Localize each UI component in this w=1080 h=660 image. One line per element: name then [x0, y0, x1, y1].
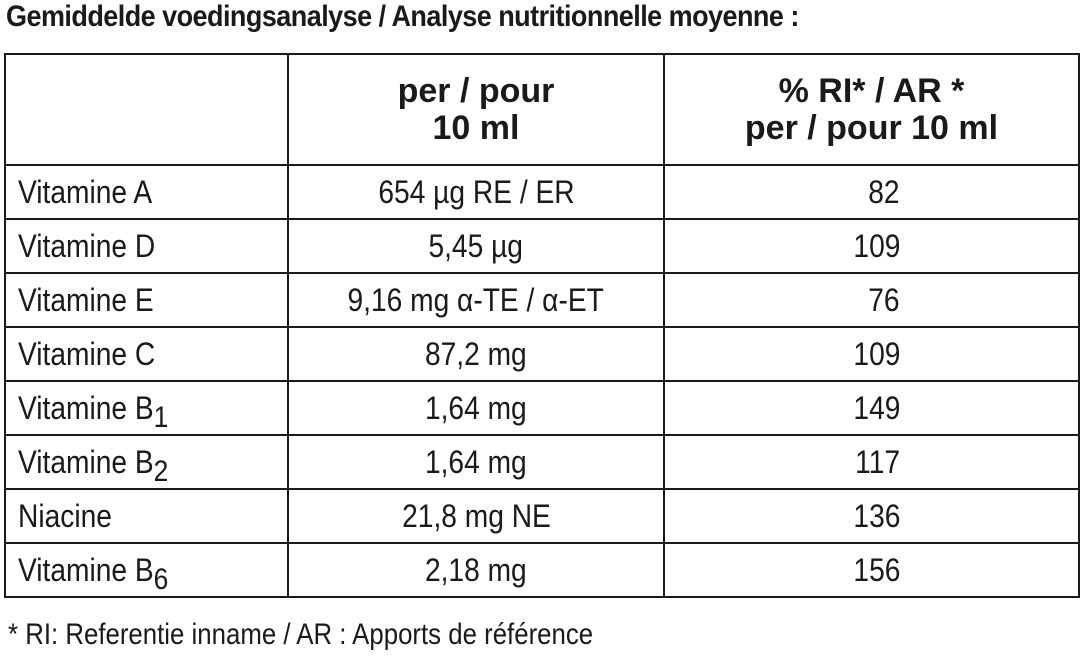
amount-value: 21,8 mg NE	[401, 497, 551, 534]
page-title: Gemiddelde voedingsanalyse / Analyse nut…	[6, 0, 799, 33]
nutrient-name: Vitamine B	[18, 443, 154, 480]
nutrient-name: Vitamine B	[18, 389, 154, 426]
nutrient-name-cell: Vitamine A	[4, 164, 289, 220]
nutrient-name: Vitamine E	[18, 281, 154, 318]
amount-value: 1,64 mg	[425, 389, 527, 426]
amount-value: 2,18 mg	[425, 551, 527, 588]
nutrition-table: per / pour 10 ml % RI* / AR * per / pour…	[4, 53, 1080, 598]
amount-cell: 1,64 mg	[287, 380, 665, 436]
nutrient-name-cell: Vitamine D	[4, 218, 289, 274]
amount-cell: 5,45 µg	[287, 218, 665, 274]
header-per-10ml-line2: 10 ml	[432, 108, 520, 147]
header-ri-line1: % RI* / AR *	[778, 71, 965, 110]
amount-cell: 87,2 mg	[287, 326, 665, 382]
ri-value: 149	[853, 389, 900, 426]
ri-cell: 156	[663, 542, 1080, 598]
ri-value: 136	[853, 497, 900, 534]
header-per-10ml-line1: per / pour	[397, 71, 555, 110]
ri-cell: 109	[663, 218, 1080, 274]
nutrient-name-cell: Niacine	[4, 488, 289, 544]
table-row: Vitamine C 87,2 mg 109	[4, 326, 1080, 382]
amount-cell: 2,18 mg	[287, 542, 665, 598]
ri-cell: 109	[663, 326, 1080, 382]
table-row: Vitamine B6 2,18 mg 156	[4, 542, 1080, 598]
ri-value: 117	[855, 443, 900, 480]
nutrient-subscript: 6	[153, 562, 169, 596]
nutrient-name-cell: Vitamine B1	[4, 380, 289, 436]
nutrient-name-cell: Vitamine C	[4, 326, 289, 382]
amount-value: 5,45 µg	[428, 227, 524, 264]
nutrient-name: Vitamine D	[18, 227, 156, 264]
header-ri-line2: per / pour 10 ml	[744, 108, 999, 147]
table-row: Vitamine B2 1,64 mg 117	[4, 434, 1080, 490]
ri-value: 82	[868, 173, 900, 210]
table-row: Vitamine A 654 µg RE / ER 82	[4, 164, 1080, 220]
ri-cell: 136	[663, 488, 1080, 544]
amount-cell: 1,64 mg	[287, 434, 665, 490]
ri-cell: 117	[663, 434, 1080, 490]
table-row: Vitamine B1 1,64 mg 149	[4, 380, 1080, 436]
ri-cell: 149	[663, 380, 1080, 436]
amount-cell: 9,16 mg α-TE / α-ET	[287, 272, 665, 328]
nutrient-name: Vitamine B	[18, 551, 154, 588]
ri-value: 76	[868, 281, 900, 318]
header-per-10ml: per / pour 10 ml	[287, 53, 665, 166]
nutrient-subscript: 2	[153, 454, 169, 488]
nutrient-name: Vitamine A	[18, 173, 153, 210]
header-ri-percent: % RI* / AR * per / pour 10 ml	[663, 53, 1080, 166]
ri-cell: 76	[663, 272, 1080, 328]
amount-value: 9,16 mg α-TE / α-ET	[347, 281, 605, 318]
nutrient-subscript: 1	[153, 400, 169, 434]
header-empty-cell	[4, 53, 289, 166]
ri-value: 156	[853, 551, 900, 588]
table-row: Niacine 21,8 mg NE 136	[4, 488, 1080, 544]
table-row: Vitamine D 5,45 µg 109	[4, 218, 1080, 274]
amount-value: 1,64 mg	[425, 443, 527, 480]
nutrient-name: Niacine	[18, 497, 112, 534]
table-row: Vitamine E 9,16 mg α-TE / α-ET 76	[4, 272, 1080, 328]
nutrient-name: Vitamine C	[18, 335, 156, 372]
nutrient-name-cell: Vitamine B6	[4, 542, 289, 598]
ri-cell: 82	[663, 164, 1080, 220]
footnote: * RI: Referentie inname / AR : Apports d…	[8, 618, 594, 651]
amount-cell: 654 µg RE / ER	[287, 164, 665, 220]
nutrient-name-cell: Vitamine E	[4, 272, 289, 328]
nutrient-name-cell: Vitamine B2	[4, 434, 289, 490]
amount-value: 654 µg RE / ER	[377, 173, 575, 210]
table-header-row: per / pour 10 ml % RI* / AR * per / pour…	[4, 53, 1080, 166]
amount-value: 87,2 mg	[425, 335, 527, 372]
ri-value: 109	[853, 227, 900, 264]
ri-value: 109	[853, 335, 900, 372]
amount-cell: 21,8 mg NE	[287, 488, 665, 544]
